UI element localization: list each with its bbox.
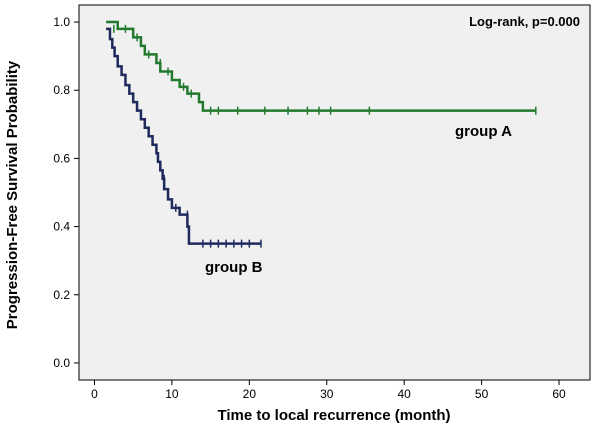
- y-tick-label: 0.2: [53, 288, 70, 302]
- x-tick-label: 60: [552, 387, 566, 401]
- log-rank-annotation: Log-rank, p=0.000: [469, 14, 580, 29]
- y-tick-label: 1.0: [53, 15, 70, 29]
- series-layer: [106, 20, 537, 248]
- y-tick-label: 0.4: [53, 220, 70, 234]
- series-group-b: [106, 27, 262, 248]
- x-tick-label: 0: [91, 387, 98, 401]
- y-tick-label: 0.8: [53, 83, 70, 97]
- series-group-a: [106, 20, 537, 115]
- x-tick-label: 10: [165, 387, 179, 401]
- y-tick-label: 0.6: [53, 151, 70, 165]
- survival-line-group-a: [106, 20, 536, 112]
- x-axis-title: Time to local recurrence (month): [217, 407, 450, 424]
- x-tick-label: 40: [398, 387, 412, 401]
- series-label-group-b: group B: [205, 259, 263, 276]
- y-axis-title: Progression-Free Survival Probability: [4, 60, 21, 329]
- x-tick-label: 20: [243, 387, 257, 401]
- x-tick-label: 50: [475, 387, 489, 401]
- axes: 0 10 20 30 40 50 60 0.0 0.2 0.4 0.6 0.8 1.0: [53, 15, 566, 401]
- x-tick-label: 30: [320, 387, 334, 401]
- y-tick-label: 0.0: [53, 356, 70, 370]
- plot-area: [78, 4, 591, 381]
- survival-line-group-b: [106, 27, 261, 245]
- series-label-group-a: group A: [455, 123, 512, 140]
